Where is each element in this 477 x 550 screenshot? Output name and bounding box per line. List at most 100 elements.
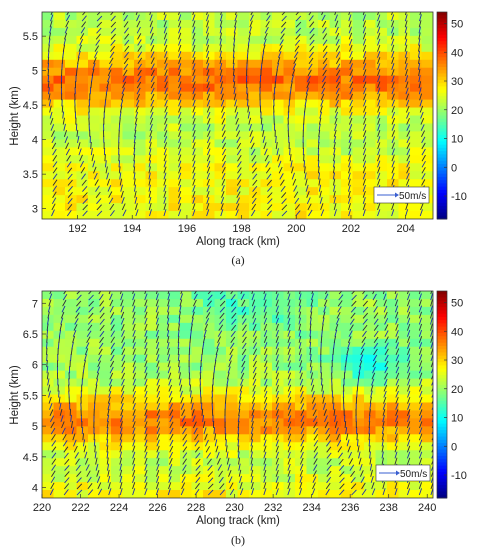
heat-cell-a [318, 123, 331, 133]
heat-cell-b [76, 362, 89, 372]
wind-arrow-b [252, 384, 256, 392]
heat-cell-a [410, 147, 423, 156]
wind-profile-b [342, 291, 357, 496]
wind-arrow-b [418, 488, 423, 496]
heat-cell-b [180, 378, 193, 388]
heat-cell-b [88, 474, 101, 483]
heat-cell-b [111, 362, 124, 372]
colorbar-segment-a [437, 160, 447, 165]
heat-cell-a [122, 195, 135, 204]
wind-arrow-b [95, 457, 98, 465]
wind-arrow-a [178, 75, 182, 83]
wind-arrow-b [310, 293, 314, 301]
x-tick-label-b: 238 [380, 502, 398, 514]
wind-arrow-b [287, 415, 292, 423]
heat-cell-b [364, 386, 377, 396]
heat-cell-a [272, 99, 285, 109]
wind-arrow-b [109, 293, 113, 301]
heat-cell-b [249, 410, 262, 419]
heat-cell-b [76, 450, 89, 459]
wind-arrow-b [156, 372, 160, 380]
wind-arrow-b [252, 390, 256, 398]
heat-cell-a [168, 147, 181, 156]
heat-cell-a [65, 147, 78, 156]
heat-cell-b [203, 338, 216, 348]
wind-arrow-a [192, 111, 196, 119]
wind-arrow-b [384, 360, 389, 368]
wind-arrow-b [368, 414, 371, 422]
heat-cell-a [352, 67, 365, 77]
heat-cell-b [341, 490, 354, 498]
wind-arrow-b [132, 366, 136, 374]
wind-arrow-b [350, 312, 356, 319]
heat-cell-a [398, 155, 411, 164]
wind-profile-b [287, 291, 292, 496]
heat-cell-b [272, 482, 285, 491]
wind-arrow-a [406, 154, 411, 162]
heat-cell-b [42, 354, 55, 364]
wind-arrow-a [148, 148, 152, 156]
wind-arrow-b [312, 409, 317, 417]
heat-cell-b [88, 291, 101, 300]
colorbar-segment-a [437, 115, 447, 120]
heat-cell-b [145, 346, 158, 356]
heat-cell-a [364, 99, 377, 109]
heat-cell-b [387, 346, 400, 356]
wind-arrow-a [322, 39, 328, 46]
wind-arrow-a [309, 39, 315, 46]
heat-cell-b [272, 490, 285, 498]
heat-cell-b [237, 442, 250, 451]
wind-arrow-b [406, 482, 411, 490]
heat-cell-b [272, 330, 285, 340]
wind-arrow-a [275, 68, 278, 76]
wind-arrow-a [251, 148, 256, 156]
heat-cell-b [364, 354, 377, 364]
heat-cell-b [341, 466, 354, 475]
heat-cell-b [364, 434, 377, 443]
wind-profile-b [144, 291, 148, 496]
wind-arrow-b [418, 311, 423, 319]
heat-cell-b [168, 402, 181, 412]
heat-cell-a [157, 203, 170, 212]
wind-arrow-b [359, 360, 363, 368]
panel-b: 220 222 224 226 228 230 232 234 236 238 24044.555.… [9, 290, 467, 547]
heat-cell-b [398, 291, 411, 300]
heat-cell-b [318, 458, 331, 467]
heat-cell-a [88, 43, 101, 53]
wind-arrow-a [164, 99, 168, 107]
heat-cell-a [145, 67, 158, 77]
wind-arrow-b [144, 384, 148, 392]
wind-arrow-b [94, 445, 96, 453]
heat-cell-a [272, 171, 285, 180]
heat-cell-a [375, 43, 388, 53]
heat-cell-b [306, 314, 319, 324]
heat-cell-a [134, 91, 147, 101]
heat-cell-a [53, 195, 66, 204]
heat-cell-b [295, 426, 308, 435]
heat-cell-a [99, 211, 112, 219]
wind-arrow-b [110, 360, 115, 368]
wind-arrow-b [144, 354, 148, 362]
wind-arrow-b [237, 414, 240, 422]
wind-arrow-a [334, 111, 339, 119]
wind-arrow-a [305, 178, 308, 186]
wind-arrow-b [300, 421, 305, 429]
wind-arrow-b [350, 483, 357, 490]
wind-arrow-b [252, 317, 257, 325]
wind-barbs-b [46, 291, 433, 496]
heat-cell-a [53, 99, 66, 109]
heat-cell-b [237, 458, 250, 467]
heat-cell-b [364, 322, 377, 332]
wind-arrow-b [181, 421, 187, 429]
heat-cell-a [295, 99, 308, 109]
wind-arrow-a [134, 196, 138, 204]
wind-arrow-b [338, 458, 344, 465]
heat-cell-b [53, 298, 66, 308]
wind-arrow-a [192, 63, 196, 70]
wind-arrow-b [349, 324, 354, 331]
wind-arrow-b [76, 291, 81, 295]
wind-arrow-b [299, 378, 304, 386]
heat-cell-b [329, 426, 342, 435]
heat-cell-a [272, 43, 285, 53]
wind-arrow-b [309, 317, 312, 325]
